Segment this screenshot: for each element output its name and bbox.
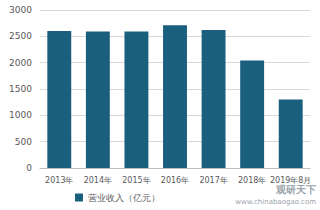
svg-text:营业收入（亿元）: 营业收入（亿元） bbox=[88, 193, 160, 203]
svg-text:2019年8月: 2019年8月 bbox=[270, 176, 311, 185]
svg-text:2017年: 2017年 bbox=[199, 176, 227, 185]
svg-text:0: 0 bbox=[26, 163, 32, 173]
svg-text:2018年: 2018年 bbox=[238, 176, 266, 185]
svg-text:观研天下: 观研天下 bbox=[275, 184, 316, 195]
svg-text:3000: 3000 bbox=[9, 5, 32, 15]
svg-text:2013年: 2013年 bbox=[45, 176, 73, 185]
svg-text:2014年: 2014年 bbox=[84, 176, 112, 185]
svg-text:2015年: 2015年 bbox=[122, 176, 150, 185]
svg-text:2500: 2500 bbox=[9, 31, 32, 41]
svg-text:1000: 1000 bbox=[9, 110, 32, 120]
svg-text:2000: 2000 bbox=[9, 58, 32, 68]
svg-text:2016年: 2016年 bbox=[161, 176, 189, 185]
svg-text:1500: 1500 bbox=[9, 84, 32, 94]
svg-text:www.chinabaogao.com: www.chinabaogao.com bbox=[235, 198, 316, 206]
svg-text:500: 500 bbox=[15, 137, 32, 147]
